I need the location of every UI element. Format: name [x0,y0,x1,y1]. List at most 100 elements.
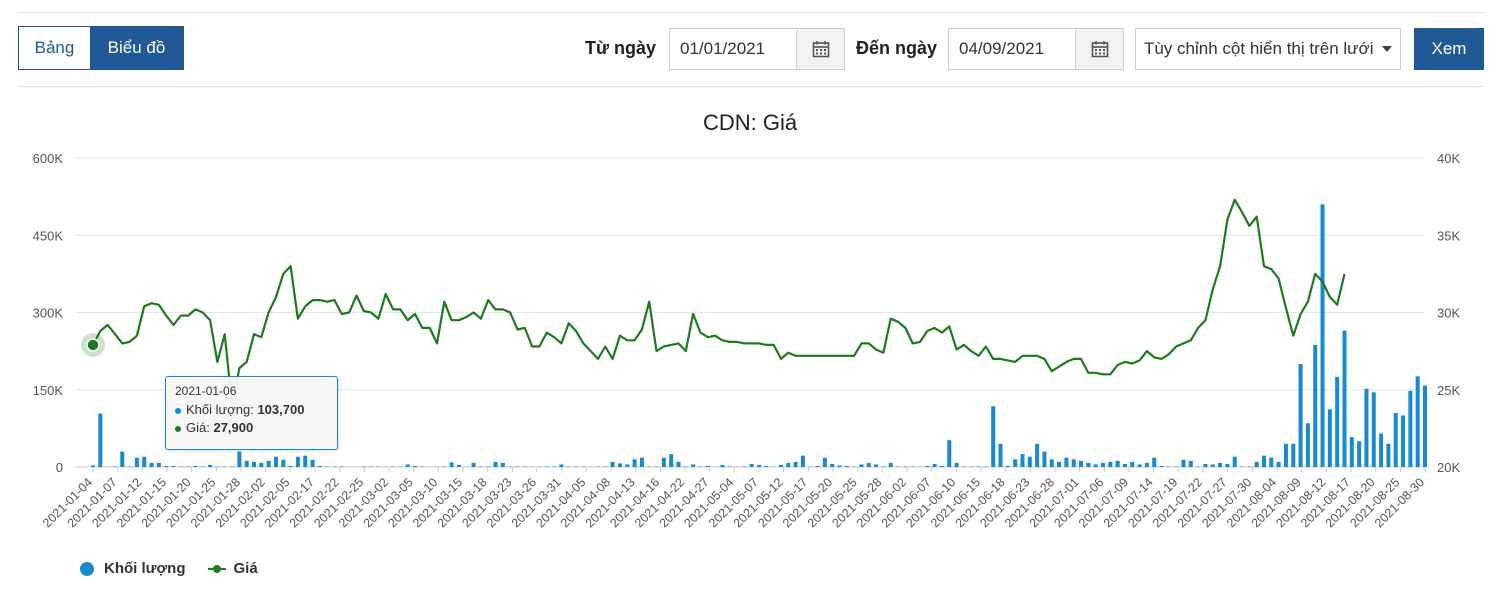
volume-bar [486,466,491,467]
volume-bar [552,466,557,467]
volume-bar [691,464,696,467]
to-date-input[interactable] [949,29,1075,69]
volume-bar [1327,409,1332,467]
left-axis-tick-label: 450K [33,228,64,243]
to-date-picker [948,28,1124,70]
volume-bar [471,462,476,467]
volume-bar [969,466,974,467]
volume-bar [639,457,644,467]
tooltip-price-row: Giá: 27,900 [175,420,328,435]
table-view-button[interactable]: Bảng [19,27,90,69]
tooltip-volume-row: Khối lượng: 103,700 [175,402,328,417]
tooltip-volume-value: 103,700 [257,402,305,417]
volume-bar [617,463,622,467]
volume-bar [595,466,601,467]
chart-view-button[interactable]: Biểu đồ [90,27,183,69]
legend-item-price[interactable]: Giá [207,560,258,577]
volume-bar [1313,344,1318,467]
volume-bar [881,466,886,467]
volume-bar [369,466,374,467]
volume-bars [90,204,1428,467]
volume-bar [1144,462,1149,467]
volume-bar [844,465,849,467]
volume-bar [756,464,762,467]
volume-bar [508,466,513,467]
hover-marker [81,332,105,357]
left-axis-tick-label: 600K [33,151,64,166]
volume-bar [112,466,117,467]
volume-bar [120,451,125,467]
volume-bar [778,464,783,467]
hover-point [86,338,100,352]
legend-item-volume[interactable]: Khối lượng [80,560,186,577]
legend-price-label: Giá [233,560,258,577]
volume-bar [1335,376,1340,467]
volume-bar [1027,456,1032,467]
volume-bar [1122,463,1127,467]
price-series-line [92,198,1346,407]
volume-bar [273,456,278,467]
to-date-label: Đến ngày [856,38,938,58]
volume-bar [1218,462,1223,467]
volume-bar [259,462,264,467]
volume-bar [559,464,564,467]
legend-volume-label: Khối lượng [104,560,186,577]
volume-bar [1364,388,1369,467]
from-date-picker [669,28,845,70]
volume-bar [888,462,893,467]
volume-bar [493,461,498,467]
volume-bar [266,460,271,467]
left-axis-tick-label: 150K [33,383,64,398]
from-date-input[interactable] [670,29,796,69]
volume-bar [932,463,937,467]
calendar-icon[interactable] [1075,29,1123,69]
volume-bar [1357,441,1362,467]
volume-bar [632,459,637,467]
volume-bar [1291,443,1296,467]
volume-bar [1210,464,1215,467]
volume-bar [749,463,754,467]
tooltip-price-label: Giá: [186,420,214,435]
volume-bar [1108,461,1113,467]
volume-bar [391,466,396,467]
view-button[interactable]: Xem [1414,28,1484,70]
tooltip-price-value: 27,900 [213,420,254,435]
volume-bar [574,466,579,467]
volume-bar [1166,466,1171,467]
volume-bar [230,466,235,467]
volume-bar [515,466,520,467]
volume-price-chart: CDN: Giá 0 150K 300K 450K 600K 20K 25K 30K 35K 4… [33,110,1461,530]
volume-bar [947,440,952,467]
volume-bar [420,466,425,467]
volume-bar [998,443,1003,467]
volume-bar [398,466,403,467]
volume-bar [222,466,227,467]
volume-bar [896,466,901,467]
volume-bar [976,466,981,467]
volume-bar [698,466,703,467]
volume-bar [1261,455,1267,467]
volume-bar [903,466,908,467]
volume-bar [442,466,447,467]
volume-bar [1093,464,1098,467]
volume-bar [376,466,381,467]
volume-bar [1203,463,1208,467]
volume-bar [1254,461,1259,467]
volume-bar [1240,466,1245,467]
toolbar: Bảng Biểu đồ Từ ngày Đến ngày Tùy chỉnh … [18,26,1484,70]
calendar-icon[interactable] [796,29,844,69]
volume-bar [1276,461,1281,467]
volume-bar [800,455,805,467]
column-select[interactable]: Tùy chỉnh cột hiển thị trên lưới [1135,28,1401,70]
tooltip-volume-marker [175,407,181,414]
volume-bar [332,466,337,467]
volume-bar [1342,330,1347,467]
column-select-value: Tùy chỉnh cột hiển thị trên lưới [1144,39,1374,58]
volume-bar [522,466,527,467]
volume-bar [808,466,813,467]
price-line [92,198,1346,407]
volume-bar [98,413,103,467]
chart-tooltip: 2021-01-06 Khối lượng: 103,700 Giá: 27,9… [165,376,338,450]
chart-title: CDN: Giá [703,110,798,135]
volume-bar [1232,456,1237,467]
